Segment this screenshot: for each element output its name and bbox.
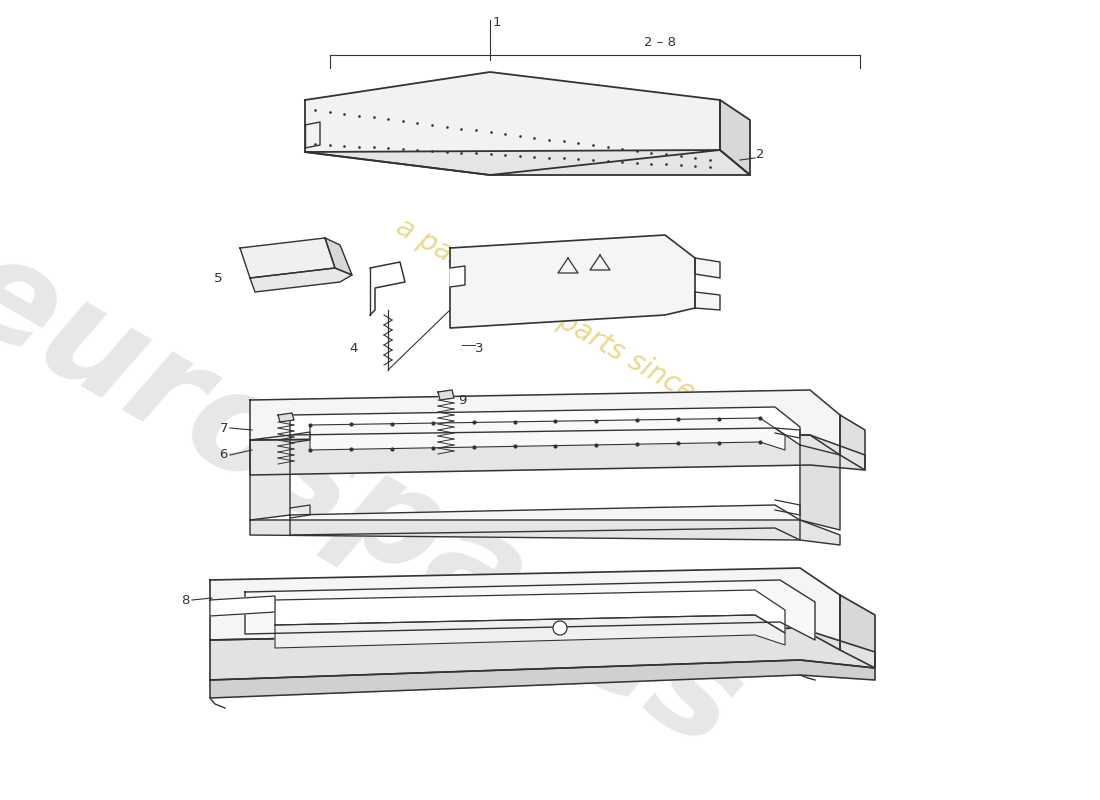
Text: 6: 6: [220, 449, 228, 462]
Polygon shape: [800, 445, 840, 530]
Polygon shape: [450, 235, 695, 328]
Polygon shape: [210, 596, 275, 616]
Polygon shape: [250, 435, 865, 475]
Polygon shape: [250, 520, 840, 545]
Polygon shape: [450, 266, 465, 287]
Polygon shape: [695, 258, 721, 278]
Polygon shape: [695, 292, 721, 310]
Text: 9: 9: [458, 394, 466, 406]
Polygon shape: [840, 595, 874, 668]
Polygon shape: [275, 615, 785, 648]
Polygon shape: [240, 599, 268, 612]
Polygon shape: [305, 72, 720, 175]
Polygon shape: [840, 415, 865, 470]
Text: 1: 1: [493, 15, 502, 29]
Polygon shape: [210, 568, 840, 650]
Polygon shape: [275, 590, 785, 633]
Polygon shape: [250, 390, 840, 455]
Text: a passion for parts since 1985: a passion for parts since 1985: [392, 213, 769, 447]
Polygon shape: [720, 100, 750, 175]
Polygon shape: [310, 418, 785, 450]
Text: 4: 4: [350, 342, 358, 354]
Text: eurospares: eurospares: [0, 222, 764, 778]
Polygon shape: [210, 660, 875, 698]
Text: 8: 8: [182, 594, 190, 606]
Polygon shape: [245, 580, 815, 640]
Polygon shape: [305, 150, 750, 175]
Text: 5: 5: [213, 271, 222, 285]
Text: 2 – 8: 2 – 8: [644, 37, 676, 50]
Circle shape: [553, 621, 566, 635]
Polygon shape: [324, 238, 352, 275]
Polygon shape: [250, 268, 352, 292]
Polygon shape: [290, 407, 800, 445]
Text: 2: 2: [756, 149, 764, 162]
Polygon shape: [290, 505, 800, 540]
Polygon shape: [438, 390, 454, 400]
Text: 7: 7: [220, 422, 228, 434]
Polygon shape: [278, 413, 294, 422]
Polygon shape: [250, 435, 290, 520]
Text: 3: 3: [475, 342, 484, 354]
Polygon shape: [240, 238, 336, 278]
Polygon shape: [210, 628, 875, 680]
